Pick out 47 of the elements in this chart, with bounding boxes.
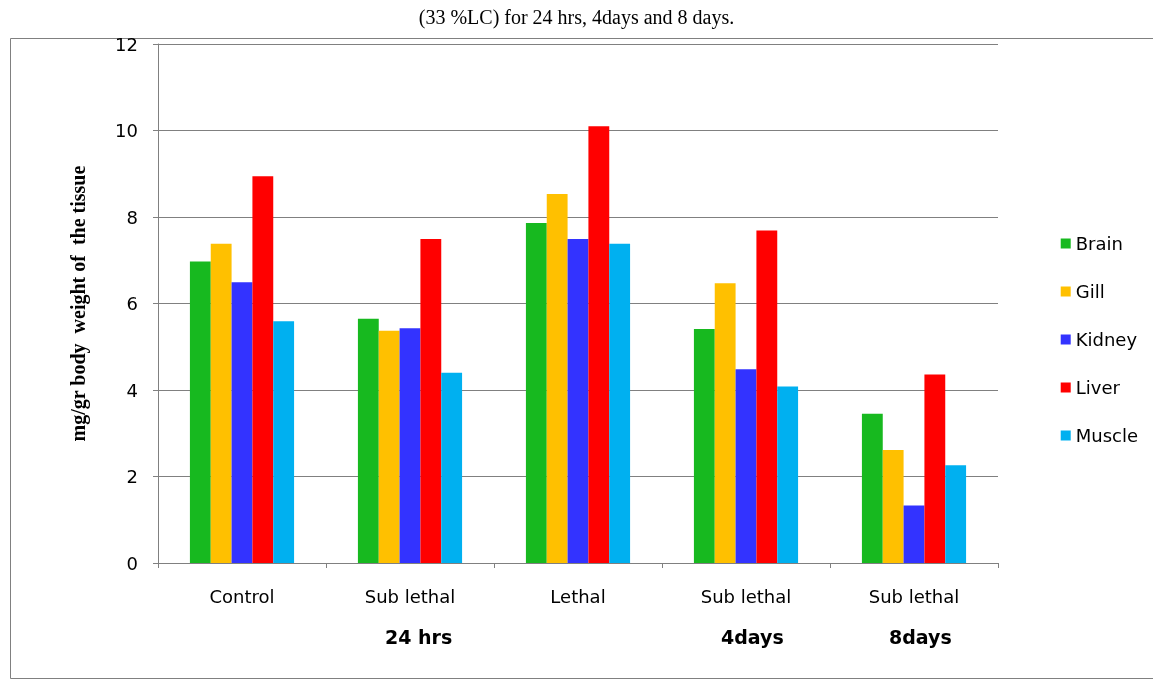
text: 8days: [889, 625, 952, 648]
legend-label: Liver: [1075, 377, 1121, 398]
bar: [588, 126, 610, 563]
chart-title: (33 %LC) for 24 hrs, 4days and 8 days.: [418, 6, 735, 29]
legend-label: Kidney: [1075, 329, 1138, 350]
bar: [399, 328, 421, 563]
y-tick-label: 2: [126, 466, 138, 487]
legend-label: Muscle: [1075, 425, 1139, 446]
x-tick-label: Sub lethal: [700, 585, 792, 607]
bar: [546, 194, 568, 563]
text: 24 hrs: [385, 625, 453, 648]
bar: [357, 318, 379, 563]
y-tick-label: 12: [115, 33, 138, 55]
y-tick-label: 8: [126, 206, 138, 228]
y-tick-label: 6: [126, 293, 138, 314]
bar: [441, 372, 463, 563]
bar: [273, 321, 295, 563]
x-tick-label: Sub lethal: [868, 585, 960, 607]
bar: [252, 176, 274, 563]
bar: [609, 243, 631, 563]
legend-label: Gill: [1075, 281, 1105, 302]
x-tick-label: Sub lethal: [364, 585, 456, 607]
bar: [756, 230, 778, 563]
text: 4days: [721, 625, 784, 648]
y-tick-label: 0: [126, 552, 138, 574]
x-tick-label: Lethal: [550, 585, 606, 607]
bar: [924, 374, 946, 563]
legend-label: Brain: [1075, 233, 1123, 254]
bar: [378, 330, 400, 563]
bar: [903, 505, 925, 563]
x-tick-label: Control: [209, 585, 275, 607]
bar: [567, 239, 589, 563]
bar: [882, 450, 904, 563]
bar: [231, 282, 253, 563]
bar: [735, 369, 757, 563]
bar: [525, 223, 547, 563]
bar: [420, 239, 442, 563]
y-tick-label: 10: [115, 120, 138, 141]
bar: [861, 413, 883, 563]
y-axis-title: mg/gr body weight of the tissue: [67, 165, 90, 442]
bar: [693, 329, 715, 563]
bar: [210, 243, 232, 563]
y-tick-label: 4: [126, 379, 138, 401]
bar: [714, 283, 736, 563]
bar: [777, 386, 799, 563]
bar: [189, 261, 211, 563]
bar: [945, 465, 967, 563]
